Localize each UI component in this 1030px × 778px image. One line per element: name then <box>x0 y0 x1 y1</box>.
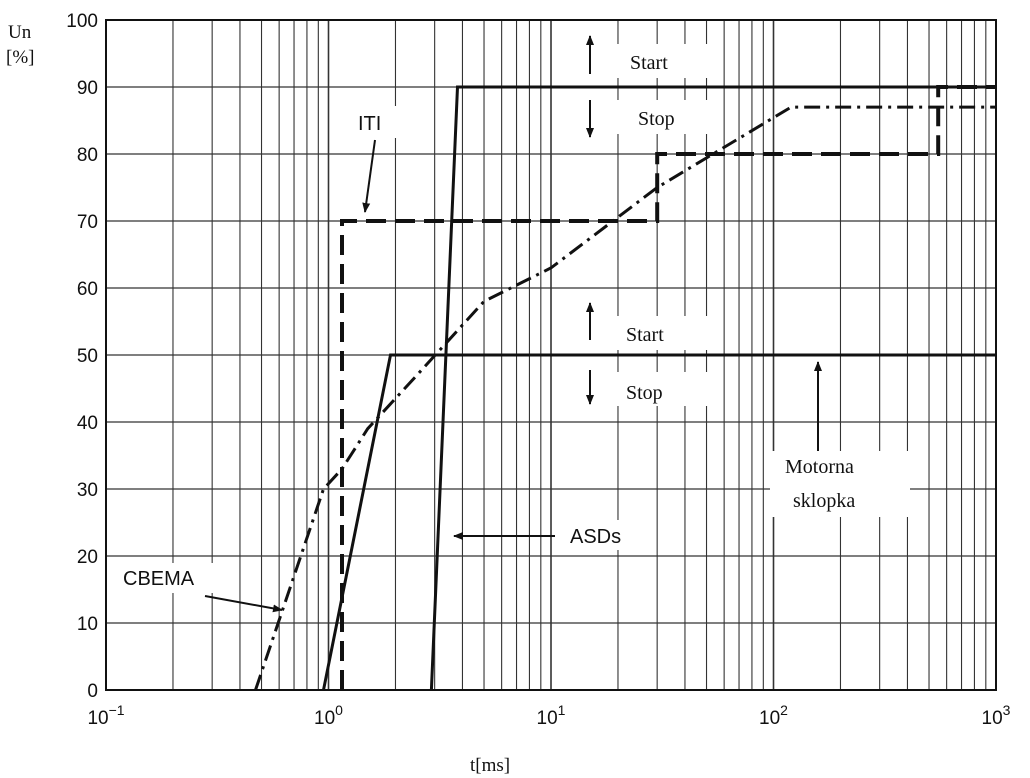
annotation-stop-lower: Stop <box>626 382 663 404</box>
annotation-iti: ITI <box>358 113 381 135</box>
annotation-cbema: CBEMA <box>123 568 195 590</box>
y-tick-label: 80 <box>77 145 98 166</box>
x-tick-label: 103 <box>982 702 1011 729</box>
x-axis-label: t[ms] <box>470 755 510 776</box>
x-tick-label: 100 <box>314 702 343 729</box>
y-tick-label: 40 <box>77 413 98 434</box>
annotation-motor-line2: sklopka <box>793 490 855 512</box>
x-tick-label: 102 <box>759 702 788 729</box>
series-cbema <box>254 105 996 691</box>
annotation-stop-upper: Stop <box>638 108 675 130</box>
y-axis-label-line1: Un <box>8 22 32 43</box>
annotation-start-upper: Start <box>630 52 668 74</box>
series-asds <box>429 85 996 691</box>
arrow-iti <box>362 139 376 213</box>
y-tick-labels: 0 10 20 30 40 50 60 70 80 90 100 <box>66 11 98 702</box>
y-tick-label: 90 <box>77 78 98 99</box>
annotation-start-lower: Start <box>626 324 664 346</box>
series-motorna-sklopka <box>322 353 996 691</box>
y-tick-label: 10 <box>77 614 98 635</box>
y-tick-label: 60 <box>77 279 98 300</box>
y-tick-label: 50 <box>77 346 98 367</box>
y-tick-label: 0 <box>87 681 98 702</box>
x-tick-labels: 10−1 100 101 102 103 <box>87 702 1010 729</box>
series-lines <box>254 85 996 691</box>
arrow-cbema <box>204 595 283 613</box>
y-tick-label: 20 <box>77 547 98 568</box>
annotation-asds: ASDs <box>570 526 621 548</box>
x-tick-label: 10−1 <box>87 702 124 729</box>
y-tick-label: 100 <box>66 11 98 32</box>
y-axis-label-line2: [%] <box>6 47 34 68</box>
y-tick-label: 30 <box>77 480 98 501</box>
y-tick-label: 70 <box>77 212 98 233</box>
annotation-motor-line1: Motorna <box>785 456 854 478</box>
x-tick-label: 101 <box>537 702 566 729</box>
